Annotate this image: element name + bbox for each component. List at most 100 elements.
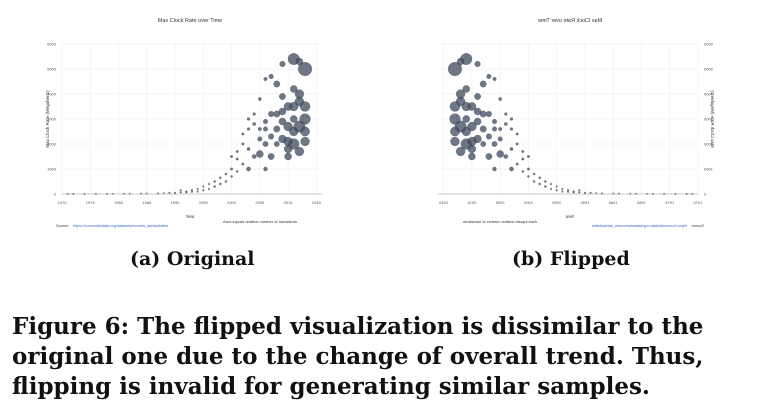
data-point xyxy=(279,61,286,67)
data-point xyxy=(515,132,519,136)
data-point xyxy=(140,192,142,195)
data-point xyxy=(213,180,216,183)
x-tick-label: 1980 xyxy=(114,200,124,205)
data-point xyxy=(246,117,251,121)
data-point xyxy=(252,122,256,126)
data-point xyxy=(550,188,553,191)
y-tick-label: 0 xyxy=(703,192,706,197)
data-point xyxy=(532,172,536,176)
data-point xyxy=(538,182,541,186)
data-point xyxy=(263,77,268,81)
data-point xyxy=(460,138,472,150)
data-point xyxy=(241,132,245,136)
data-point xyxy=(168,191,171,194)
data-point xyxy=(485,153,493,160)
data-point xyxy=(629,192,631,195)
x-tick-label: 2005 xyxy=(255,200,265,205)
x-tick-label: 2010 xyxy=(284,200,294,205)
data-point xyxy=(492,77,497,81)
data-point xyxy=(449,101,461,112)
data-point xyxy=(618,192,620,195)
data-point xyxy=(561,188,564,191)
x-tick-label: 1970 xyxy=(58,200,68,205)
data-point xyxy=(555,185,558,188)
data-point xyxy=(123,192,125,195)
data-point xyxy=(219,176,222,179)
chart-body: Max Clock Rate over Time 0 1000 2000 3000 400… xyxy=(438,18,715,228)
data-point xyxy=(456,89,466,99)
data-point xyxy=(256,150,264,158)
x-tick-label: 2015 xyxy=(438,200,448,205)
data-point xyxy=(273,125,281,133)
chart-body: Max Clock Rate over Time 0 1000 2000 3000 400… xyxy=(45,18,322,228)
y-tick-label: 2000 xyxy=(47,142,57,147)
data-point xyxy=(480,141,487,147)
data-point xyxy=(278,107,287,116)
data-point xyxy=(527,155,530,158)
x-tick-label: 2000 xyxy=(227,200,237,205)
data-point xyxy=(538,176,541,179)
x-tick-label: 1990 xyxy=(580,200,590,205)
data-point xyxy=(635,192,637,195)
data-point xyxy=(230,167,233,171)
data-point xyxy=(474,93,481,100)
data-point xyxy=(174,192,177,195)
x-tick-label: 1985 xyxy=(142,200,152,205)
data-point xyxy=(235,157,239,161)
y-tick-label: 5000 xyxy=(47,67,57,72)
data-point xyxy=(492,119,497,124)
subcaption-original: (a) Original xyxy=(130,248,255,270)
data-point xyxy=(685,193,688,195)
data-point xyxy=(224,180,228,183)
data-point xyxy=(473,117,482,126)
data-point xyxy=(578,191,581,194)
data-point xyxy=(521,157,525,161)
y-tick-label: 4000 xyxy=(47,92,57,97)
y-tick-label: 1000 xyxy=(47,167,57,172)
data-point xyxy=(268,111,275,117)
data-point xyxy=(578,189,581,192)
data-point xyxy=(485,111,492,117)
data-point xyxy=(83,193,86,195)
data-point xyxy=(527,167,530,171)
x-tick-label: 1985 xyxy=(608,200,618,205)
data-point xyxy=(179,189,182,192)
y-tick-label: 6000 xyxy=(47,42,57,47)
data-point xyxy=(263,119,268,124)
data-point xyxy=(646,192,648,195)
y-tick-label: 3000 xyxy=(47,117,57,122)
chart-flipped: Max Clock Rate over Time 0 1000 2000 3000 400… xyxy=(420,8,720,240)
size-legend-note: Area equals relative number of transisto… xyxy=(223,219,297,224)
x-tick-label: 1975 xyxy=(86,200,96,205)
data-point xyxy=(450,136,460,147)
data-point xyxy=(258,97,262,101)
data-point xyxy=(202,189,205,192)
x-tick-label: 1990 xyxy=(171,200,181,205)
data-point xyxy=(601,192,603,195)
data-point xyxy=(515,142,519,146)
data-point xyxy=(251,154,257,159)
data-point xyxy=(496,150,504,158)
data-point xyxy=(449,113,461,125)
y-tick-label: 1000 xyxy=(703,167,713,172)
data-point xyxy=(544,185,547,188)
data-point xyxy=(196,188,199,191)
data-point xyxy=(179,191,182,194)
data-point xyxy=(448,62,462,76)
data-point xyxy=(157,192,159,195)
data-point xyxy=(498,97,502,101)
x-tick-label: 2015 xyxy=(312,200,322,205)
data-point xyxy=(492,126,497,132)
data-point xyxy=(521,170,524,173)
data-point xyxy=(550,183,553,186)
chart-title: Max Clock Rate over Time xyxy=(538,18,603,24)
data-point xyxy=(236,170,239,173)
x-axis-label: Year xyxy=(185,214,195,219)
data-point xyxy=(288,138,300,150)
data-point xyxy=(129,192,131,195)
data-point xyxy=(663,193,665,195)
data-point xyxy=(572,191,575,194)
data-point xyxy=(224,172,228,176)
data-point xyxy=(503,154,509,159)
data-point xyxy=(257,136,263,142)
